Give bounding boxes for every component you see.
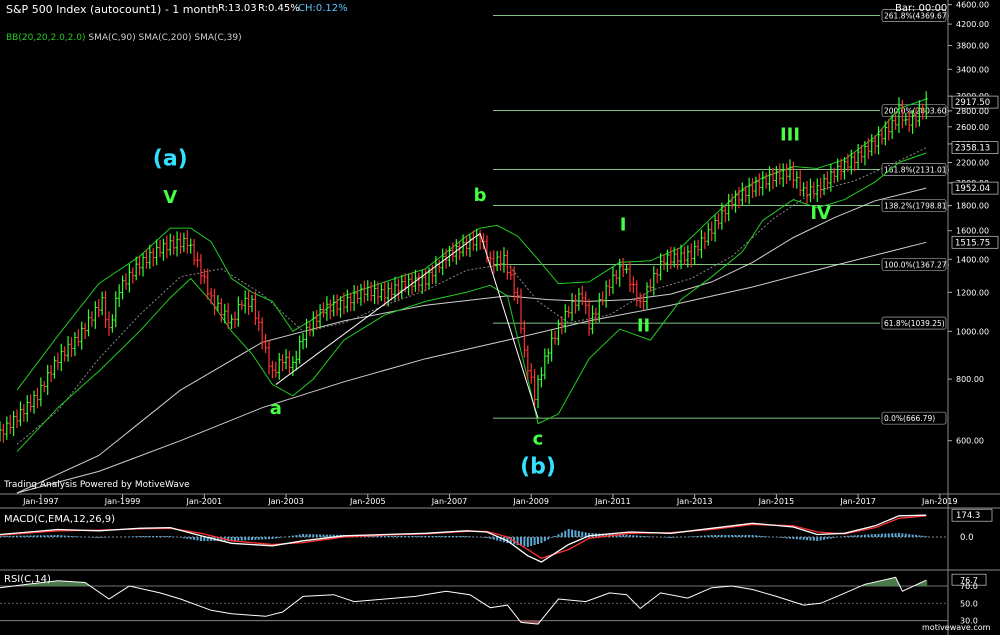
bar-timer: Bar: 00:00 [895, 3, 948, 14]
sma200-legend: SMA(C,200) [138, 33, 192, 43]
price-readout-box [951, 181, 999, 195]
macd-title: MACD(C,EMA,12,26,9) [4, 514, 115, 525]
fib-level-label: 61.8%(1039.25) [884, 319, 945, 328]
wave-label: IV [810, 203, 831, 224]
time-tick-label: Jan-2013 [676, 497, 713, 506]
time-tick-label: Jan-2019 [921, 497, 958, 506]
change-readout: CH:0.12% [298, 3, 348, 14]
rsi-axis-label: 30.0 [960, 617, 978, 626]
wave-label: a [270, 398, 282, 419]
rsi-axis-label: 76.7 [960, 576, 978, 585]
wave-label: III [780, 124, 800, 145]
rsi-axis-label: 70.0 [960, 582, 978, 591]
fib-level-box [881, 411, 947, 425]
wave-connector-line [479, 233, 539, 419]
macd-signal-line [0, 515, 927, 560]
time-tick-label: Jan-1999 [104, 497, 141, 506]
price-tick-label: 1600.00 [956, 227, 989, 236]
fib-level-label: 200.0%(2803.60) [884, 107, 950, 116]
fib-level-label: 161.8%(2131.01) [884, 165, 950, 174]
bb-legend: BB(20,20,2.0,2.0) [6, 33, 86, 43]
wave-label: V [163, 187, 177, 208]
footer-brand: motivewave.com [922, 623, 991, 632]
watermark: Trading Analysis Powered by MotiveWave [4, 480, 190, 490]
wave-connector-line [275, 233, 481, 385]
fib-level-box [881, 258, 947, 271]
time-tick-label: Jan-2005 [349, 497, 386, 506]
range-percent-readout: R:0.45% [258, 3, 300, 14]
rsi-panel: RSI(C,14) [0, 574, 948, 625]
wave-label: (a) [153, 146, 188, 171]
price-readout-sma39: 2358.13 [955, 144, 990, 154]
wave-label: II [637, 315, 650, 336]
price-tick-label: 3800.00 [956, 42, 989, 51]
price-tick-label: 4200.00 [956, 20, 989, 29]
time-tick-label: Jan-1997 [22, 497, 59, 506]
time-tick-label: Jan-2007 [431, 497, 468, 506]
range-readout: R:13.03 [218, 3, 257, 14]
time-tick-label: Jan-2017 [839, 497, 876, 506]
time-tick-label: Jan-2011 [594, 497, 631, 506]
fib-level-label: 138.2%(1798.81) [884, 202, 950, 211]
time-tick-label: Jan-2009 [512, 497, 549, 506]
price-tick-label: 4600.00 [956, 1, 989, 10]
wave-label: (b) [520, 454, 556, 479]
bollinger-lower-band [16, 152, 927, 453]
price-tick-label: 2200.00 [956, 159, 989, 168]
macd-panel: MACD(C,EMA,12,26,9) [0, 514, 948, 563]
time-tick-label: Jan-2003 [267, 497, 304, 506]
wave-label: c [533, 428, 544, 449]
bollinger-upper-band [16, 98, 927, 391]
fib-level-box [881, 163, 947, 176]
price-readout-sma200: 1515.75 [955, 238, 990, 248]
fib-level-label: 100.0%(1367.27) [884, 260, 950, 269]
rsi-title: RSI(C,14) [4, 574, 51, 585]
price-tick-label: 1800.00 [956, 201, 989, 210]
fib-level-box [881, 9, 947, 22]
macd-zero-label: 0.0 [960, 533, 974, 543]
macd-line [0, 514, 927, 563]
chart-title: S&P 500 Index (autocount1) - 1 month [6, 3, 219, 16]
rsi-value-box [951, 573, 987, 586]
fib-level-box [881, 104, 947, 117]
sma39-legend: SMA(C,39) [194, 33, 242, 43]
fib-level-box [881, 316, 947, 330]
macd-value-box [951, 508, 993, 522]
wave-label: b [474, 185, 487, 206]
price-tick-label: 1400.00 [956, 255, 989, 264]
price-panel: 261.8%(4369.67) 200.0%(2803.60) 161.8%(213… [0, 9, 950, 494]
price-tick-label: 2800.00 [956, 107, 989, 116]
time-tick-label: Jan-2015 [758, 497, 795, 506]
price-readout-last: 2917.50 [955, 98, 990, 108]
price-tick-label: 600.00 [956, 437, 984, 446]
price-tick-label: 800.00 [956, 375, 984, 384]
wave-label: I [620, 215, 627, 236]
price-tick-label: 1000.00 [956, 327, 989, 336]
sma39-line [16, 147, 927, 445]
rsi-line [0, 576, 927, 625]
price-tick-label: 3400.00 [956, 65, 989, 74]
price-tick-label: 2600.00 [956, 123, 989, 132]
price-readout-box [951, 95, 999, 109]
sma90-legend: SMA(C,90) [88, 33, 136, 43]
price-readout-box [951, 235, 999, 249]
price-readout-box [951, 141, 999, 155]
indicator-legend: BB(20,20,2.0,2.0) SMA(C,90) SMA(C,200) S… [6, 33, 242, 43]
sma200-line [16, 241, 927, 494]
rsi-axis-label: 50.0 [960, 599, 978, 608]
price-readout-sma90: 1952.04 [955, 184, 990, 194]
fib-level-label: 261.8%(4369.67) [884, 12, 950, 21]
price-tick-label: 1200.00 [956, 288, 989, 297]
time-tick-label: Jan-2001 [186, 497, 223, 506]
fib-level-box [881, 199, 947, 212]
macd-value-label: 174.3 [956, 511, 980, 521]
fib-level-label: 0.0%(666.79) [884, 414, 935, 423]
